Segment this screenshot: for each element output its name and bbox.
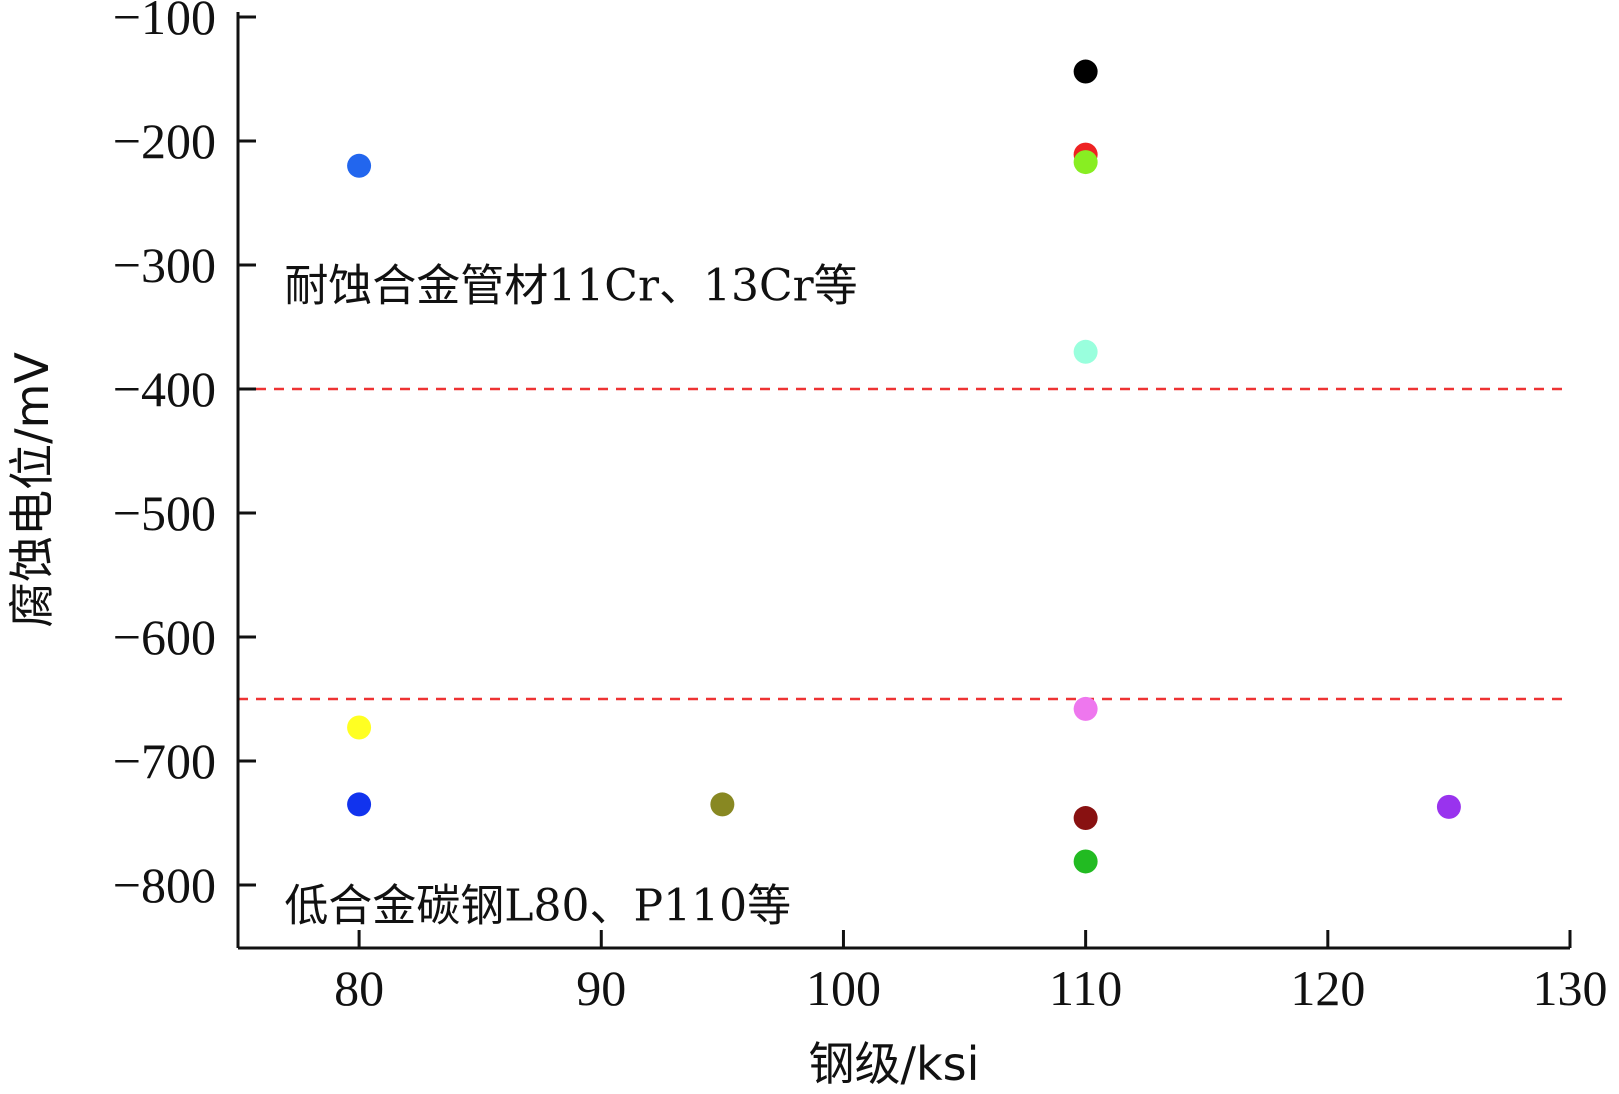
data-point	[347, 153, 372, 178]
y-tick-label: −100	[113, 0, 216, 45]
data-point	[710, 792, 735, 817]
y-tick-label: −500	[113, 485, 216, 541]
data-points	[347, 59, 1461, 874]
x-tick-label: 90	[576, 960, 626, 1016]
annotation-1: 低合金碳钢L80、P110等	[284, 881, 791, 932]
data-point	[1073, 150, 1098, 175]
x-tick-label: 120	[1290, 960, 1365, 1016]
y-tick-label: −300	[113, 237, 216, 293]
y-tick-label: −800	[113, 857, 216, 913]
data-point	[1073, 806, 1098, 831]
data-point	[1436, 794, 1461, 819]
y-tick-label: −600	[113, 609, 216, 665]
x-tick-label: 80	[334, 960, 384, 1016]
y-tick-label: −400	[113, 361, 216, 417]
y-ticks: −100 −200 −300 −400 −500 −600 −700 −800	[113, 0, 256, 913]
x-tick-label: 100	[806, 960, 881, 1016]
x-tick-label: 110	[1049, 960, 1122, 1016]
data-point	[1073, 59, 1098, 84]
data-point	[1073, 696, 1098, 721]
x-axis-title: 钢级/ksi	[809, 1037, 980, 1091]
data-point	[347, 792, 372, 817]
y-axis-title: 腐蚀电位/mV	[5, 352, 59, 628]
data-point	[1073, 339, 1098, 364]
axes	[236, 12, 1570, 950]
x-ticks: 80 90 100 110 120 130	[334, 930, 1608, 1016]
annotation-0: 耐蚀合金管材11Cr、13Cr等	[284, 261, 857, 312]
data-point	[347, 715, 372, 740]
y-tick-label: −700	[113, 733, 216, 789]
reference-lines	[238, 387, 1570, 701]
data-point	[1073, 849, 1098, 874]
x-tick-label: 130	[1533, 960, 1608, 1016]
y-tick-label: −200	[113, 113, 216, 169]
